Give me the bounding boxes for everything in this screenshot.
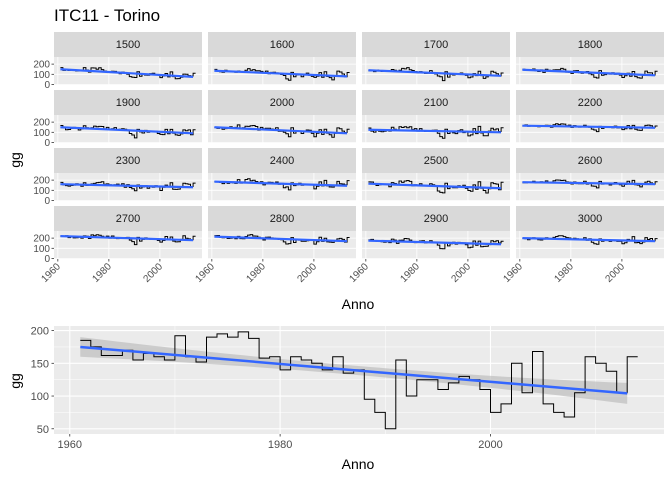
facet-grid: 1500 1600 1700 1800 1900 2000 2100 2200 2300 2400… bbox=[54, 32, 664, 259]
facet-x-tick-label: 1960 bbox=[39, 261, 63, 285]
facet-strip-label: 2200 bbox=[578, 97, 602, 109]
facet-y-tick-label: 100 bbox=[33, 186, 50, 197]
bottom-x-tick-label: 1960 bbox=[58, 439, 82, 451]
bottom-plot: 50 100 150 200 1960 1980 2000 bbox=[31, 326, 664, 451]
facet-y-tick-label: 0 bbox=[44, 138, 50, 149]
facet-strip-label: 2700 bbox=[116, 213, 140, 225]
facet-strip bbox=[362, 206, 510, 231]
facet-trend-line bbox=[60, 68, 194, 78]
facet-y-tick-label: 0 bbox=[44, 254, 50, 265]
bottom-x-tick-label: 2000 bbox=[478, 439, 502, 451]
facet-trend-line bbox=[214, 69, 348, 78]
facet-x-tick-label: 1960 bbox=[347, 261, 371, 285]
plot-title: ITC11 - Torino bbox=[54, 6, 160, 25]
facet-trend-line bbox=[214, 180, 348, 187]
bottom-y-axis-label: gg bbox=[7, 373, 23, 389]
bottom-y-tick-label: 150 bbox=[31, 358, 49, 370]
facet-panel bbox=[362, 115, 510, 143]
facet-panel bbox=[54, 231, 202, 259]
facet-panel bbox=[208, 231, 356, 259]
facet-strip-label: 2300 bbox=[116, 155, 140, 167]
facet-x-tick-label: 1980 bbox=[244, 261, 268, 285]
trend-line bbox=[80, 345, 628, 395]
facet-x-tick-label: 1960 bbox=[501, 261, 525, 285]
facet-trend-line bbox=[522, 68, 656, 77]
facet-strip bbox=[208, 90, 356, 115]
facet-y-tick-label: 200 bbox=[33, 234, 50, 245]
facet-strip-label: 1600 bbox=[270, 39, 294, 51]
bottom-y-tick-label: 200 bbox=[31, 326, 49, 338]
bottom-panel bbox=[54, 326, 664, 434]
facet-x-tick-label: 2000 bbox=[450, 261, 474, 285]
facet-trend-line bbox=[368, 128, 502, 134]
bottom-x-axis-label: Anno bbox=[342, 456, 375, 472]
facet-strip bbox=[362, 90, 510, 115]
facet-x-tick-label: 2000 bbox=[296, 261, 320, 285]
facet-x-tick-label: 2000 bbox=[604, 261, 628, 285]
facet-strip-label: 2400 bbox=[270, 155, 294, 167]
facet-x-tick-label: 1980 bbox=[552, 261, 576, 285]
facet-strip bbox=[54, 148, 202, 173]
bottom-x-tick-label: 1980 bbox=[268, 439, 292, 451]
facet-strip-label: 2900 bbox=[424, 213, 448, 225]
facet-strip-label: 2500 bbox=[424, 155, 448, 167]
facet-y-tick-label: 100 bbox=[33, 70, 50, 81]
facet-x-tick-label: 1960 bbox=[193, 261, 217, 285]
facet-y-tick-label: 200 bbox=[33, 60, 50, 71]
facet-y-axis-label: gg bbox=[7, 152, 23, 168]
facet-panel bbox=[516, 115, 664, 143]
facet-x-tick-label: 1980 bbox=[90, 261, 114, 285]
facet-strip bbox=[208, 32, 356, 57]
facet-y-tick-label: 200 bbox=[33, 118, 50, 129]
facet-strip-label: 2100 bbox=[424, 97, 448, 109]
facet-trend-line bbox=[368, 69, 502, 77]
facet-strip-label: 3000 bbox=[578, 213, 602, 225]
facet-y-tick-label: 0 bbox=[44, 80, 50, 91]
bottom-y-tick-label: 100 bbox=[31, 391, 49, 403]
facet-panel bbox=[516, 231, 664, 259]
bottom-y-tick-label: 50 bbox=[37, 424, 49, 436]
facet-strip-label: 1500 bbox=[116, 39, 140, 51]
facet-strip bbox=[54, 32, 202, 57]
facet-y-tick-label: 200 bbox=[33, 176, 50, 187]
facet-x-tick-label: 1980 bbox=[398, 261, 422, 285]
facet-x-tick-label: 2000 bbox=[142, 261, 166, 285]
facet-strip bbox=[208, 148, 356, 173]
facet-trend-line bbox=[60, 183, 194, 189]
facet-trend-line bbox=[522, 237, 656, 243]
facet-panel bbox=[362, 231, 510, 259]
facet-strip-label: 2600 bbox=[578, 155, 602, 167]
facet-trend-line bbox=[368, 182, 502, 190]
facet-strip bbox=[516, 90, 664, 115]
facet-trend-line bbox=[522, 124, 656, 129]
facet-strip-label: 1800 bbox=[578, 39, 602, 51]
facet-strip-label: 2000 bbox=[270, 97, 294, 109]
facet-strip bbox=[54, 206, 202, 231]
facet-strip bbox=[516, 206, 664, 231]
facet-strip bbox=[362, 32, 510, 57]
facet-trend-line bbox=[60, 234, 194, 242]
facet-trend-line bbox=[368, 239, 502, 246]
facet-y-tick-label: 0 bbox=[44, 196, 50, 207]
facet-y-tick-label: 100 bbox=[33, 128, 50, 139]
facet-y-tick-label: 100 bbox=[33, 244, 50, 255]
facet-strip bbox=[208, 206, 356, 231]
facet-strip bbox=[516, 32, 664, 57]
facet-trend-line bbox=[214, 126, 348, 135]
facet-strip-label: 2800 bbox=[270, 213, 294, 225]
facet-strip bbox=[54, 90, 202, 115]
facet-strip bbox=[362, 148, 510, 173]
facet-x-axis-label: Anno bbox=[342, 296, 375, 312]
facet-strip-label: 1900 bbox=[116, 97, 140, 109]
facet-strip-label: 1700 bbox=[424, 39, 448, 51]
facet-trend-line bbox=[214, 235, 348, 243]
facet-trend-line bbox=[60, 126, 194, 135]
facet-trend-line bbox=[522, 181, 656, 186]
facet-strip bbox=[516, 148, 664, 173]
